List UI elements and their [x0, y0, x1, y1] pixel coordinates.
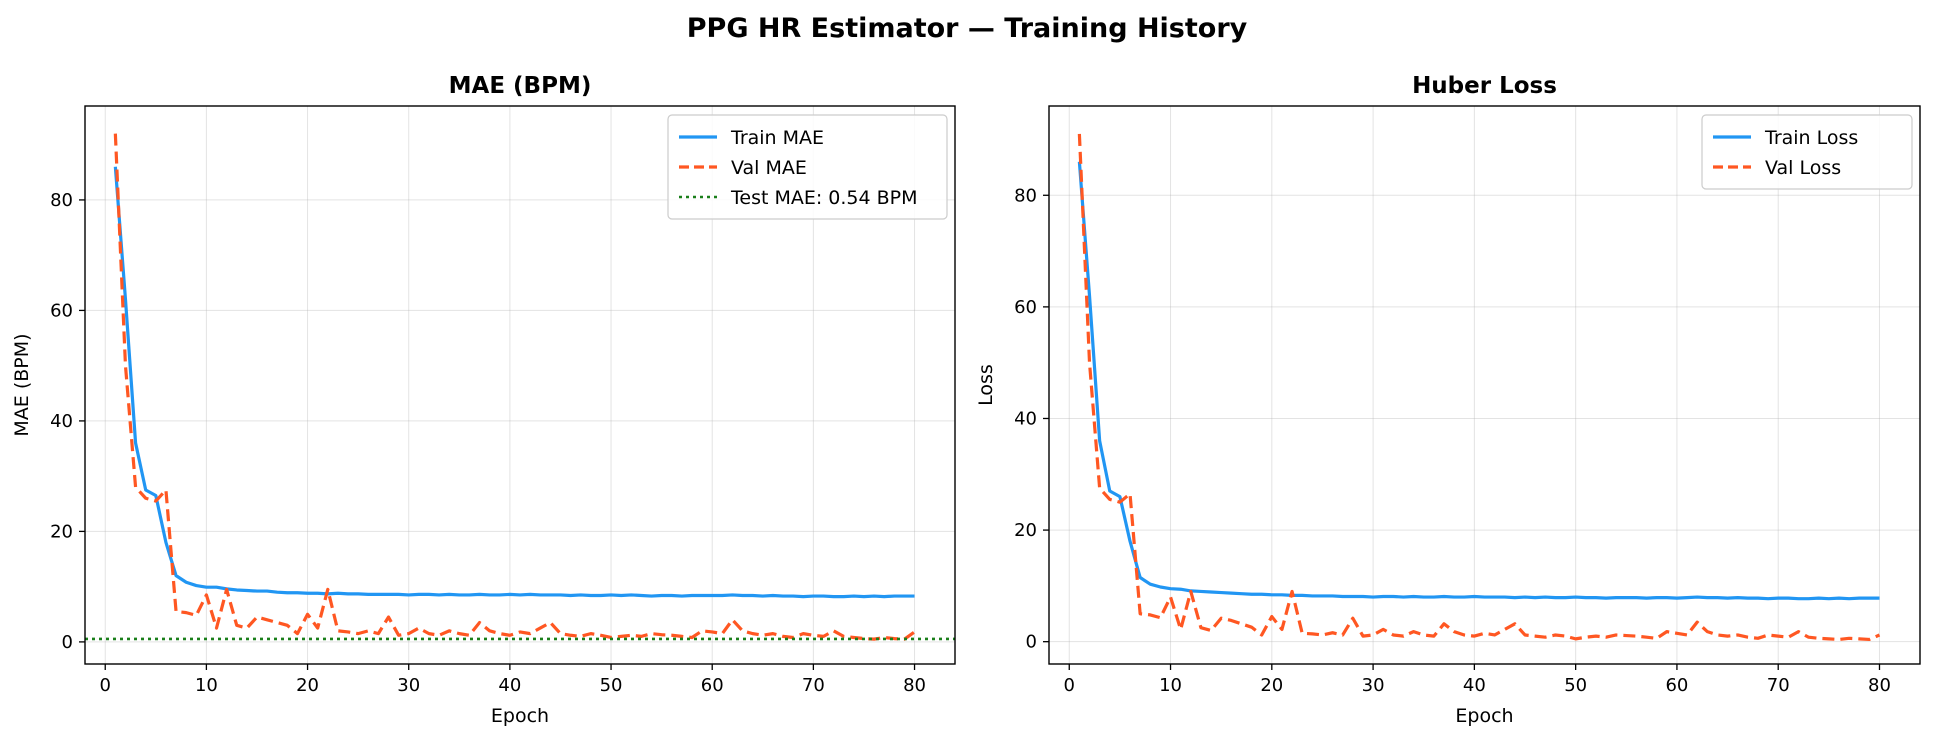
mae-plot-frame [84, 105, 956, 665]
loss-ytick-label: 60 [1014, 297, 1037, 318]
mae-ytick-label: 80 [50, 190, 73, 211]
mae-xtick-label: 70 [802, 675, 825, 696]
mae-xtick-label: 10 [195, 675, 218, 696]
figure-title: PPG HR Estimator — Training History [687, 13, 1248, 44]
mae-yaxis-label: MAE (BPM) [11, 333, 33, 436]
mae-legend-label: Val MAE [731, 157, 807, 179]
mae-legend-label: Train MAE [730, 127, 824, 149]
mae-panel: 0 10 20 30 40 50 60 70 80 0 20 40 60 80 MAE (BPM) Epoch… [11, 73, 956, 727]
loss-ytick-label: 20 [1014, 520, 1037, 541]
mae-xtick-label: 0 [100, 675, 111, 696]
mae-panel-title: MAE (BPM) [449, 73, 592, 99]
loss-ytick-label: 80 [1014, 185, 1037, 206]
mae-series-val-mae [113, 133, 916, 641]
mae-series-train-mae [113, 166, 915, 599]
mae-xtick-label: 60 [701, 675, 724, 696]
mae-xtick-label: 50 [600, 675, 623, 696]
loss-xtick-label: 30 [1362, 675, 1385, 696]
loss-xtick-label: 10 [1159, 675, 1182, 696]
loss-xtick-label: 60 [1665, 675, 1688, 696]
loss-yaxis-label: Loss [975, 364, 997, 406]
mae-legend-label: Test MAE: 0.54 BPM [730, 187, 918, 209]
loss-legend-label: Val Loss [1765, 157, 1841, 179]
mae-xtick-label: 30 [397, 675, 420, 696]
loss-series-val-loss [1077, 133, 1881, 642]
mae-ytick-label: 40 [50, 411, 73, 432]
mae-xtick-label: 40 [498, 675, 521, 696]
huber-loss-panel: 0 10 20 30 40 50 60 70 80 0 20 40 60 80 Huber Loss Epoc… [975, 73, 1921, 727]
loss-xtick-label: 50 [1564, 675, 1587, 696]
loss-legend: Train Loss Val Loss [1701, 114, 1913, 190]
mae-xaxis-label: Epoch [491, 705, 549, 727]
loss-xaxis-label: Epoch [1455, 705, 1513, 727]
mae-legend-box [667, 114, 948, 220]
loss-plot-frame [1048, 105, 1921, 665]
mae-xtick-label: 20 [296, 675, 319, 696]
mae-xtick-label: 80 [903, 675, 926, 696]
loss-panel-title: Huber Loss [1412, 73, 1557, 99]
loss-xtick-label: 0 [1064, 675, 1075, 696]
loss-legend-box [1701, 114, 1913, 190]
mae-ytick-label: 60 [50, 300, 73, 321]
loss-xtick-label: 40 [1463, 675, 1486, 696]
loss-legend-label: Train Loss [1764, 127, 1858, 149]
mae-ytick-label: 0 [62, 632, 73, 653]
loss-xtick-label: 70 [1767, 675, 1790, 696]
mae-ytick-label: 20 [50, 521, 73, 542]
loss-xtick-label: 20 [1260, 675, 1283, 696]
loss-series-train-loss [1077, 161, 1880, 601]
loss-ytick-label: 40 [1014, 408, 1037, 429]
loss-ytick-label: 0 [1026, 632, 1037, 653]
mae-legend: Train MAE Val MAE Test MAE: 0.54 BPM [667, 114, 948, 220]
loss-xtick-label: 80 [1868, 675, 1891, 696]
